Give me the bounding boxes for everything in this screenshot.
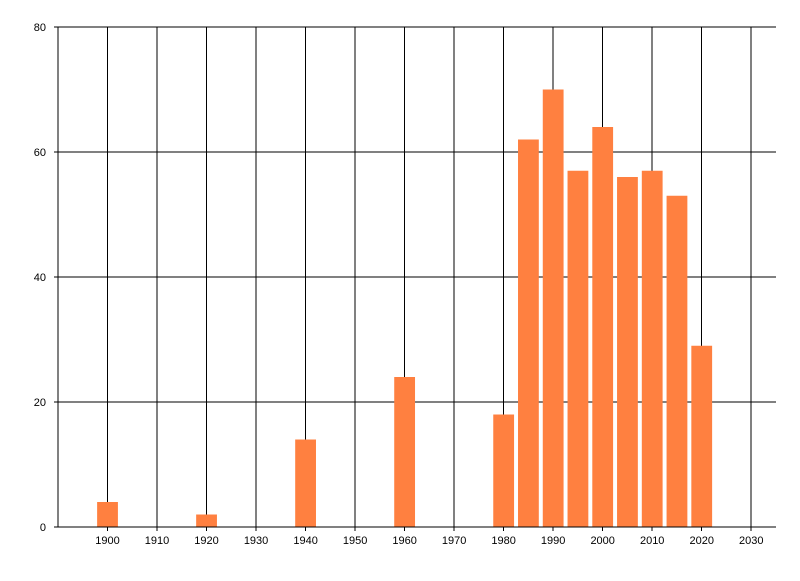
bar [567, 170, 589, 527]
bar [617, 177, 638, 527]
bars [97, 89, 713, 527]
x-tick-label: 1900 [95, 535, 119, 547]
y-tick-label: 0 [40, 522, 46, 534]
bar [592, 127, 614, 527]
x-tick-label: 1960 [392, 535, 416, 547]
bar [493, 414, 515, 527]
bar [518, 139, 539, 527]
bar [666, 195, 688, 527]
x-tick-label: 2000 [590, 535, 614, 547]
y-tick-label: 20 [34, 397, 46, 409]
x-tick-label: 2020 [689, 535, 713, 547]
bar [196, 514, 217, 527]
x-tick-label: 2010 [640, 535, 664, 547]
bar [691, 345, 713, 527]
x-tick-label: 1980 [491, 535, 515, 547]
x-tick-label: 1970 [442, 535, 466, 547]
bar [295, 439, 316, 527]
x-tick-label: 1910 [145, 535, 169, 547]
x-tick-label: 1930 [244, 535, 268, 547]
x-tick-label: 1950 [343, 535, 367, 547]
axes [54, 26, 776, 531]
bar [542, 89, 564, 527]
x-tick-label: 1920 [194, 535, 218, 547]
x-tick-label: 1990 [541, 535, 565, 547]
x-tick-label: 2030 [739, 535, 763, 547]
bar [641, 170, 663, 527]
y-tick-label: 40 [34, 272, 46, 284]
bar [97, 502, 118, 527]
x-tick-label: 1940 [293, 535, 317, 547]
tick-labels: 0 20 40 60 80 1900 1910 1920 1930 1940 1950 1960 197… [34, 22, 764, 547]
y-tick-label: 60 [34, 147, 46, 159]
bar [394, 377, 416, 527]
y-tick-label: 80 [34, 22, 46, 34]
